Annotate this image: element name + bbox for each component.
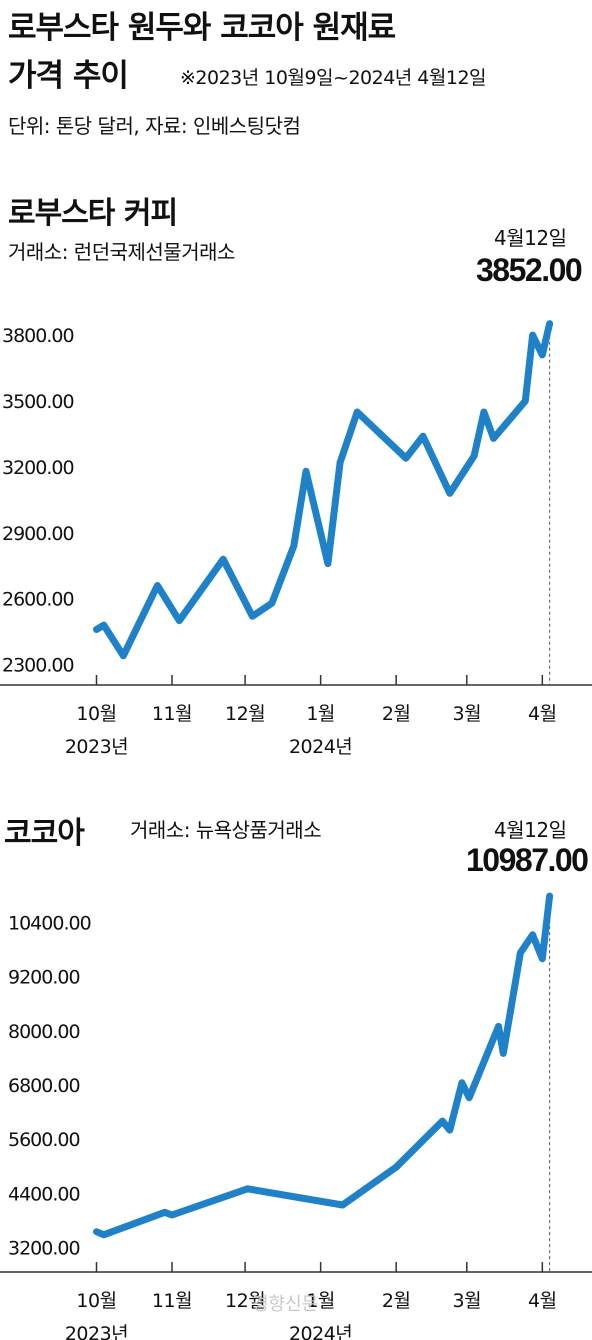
robusta-price-chart: 3800.00 3500.00 3200.00 2900.00 2600.00 2300.… — [0, 320, 592, 758]
x-year-label: 2024년 — [289, 1323, 352, 1340]
x-tick-label: 11월 — [152, 703, 192, 725]
x-tick-label: 4월 — [528, 1290, 557, 1312]
latest-date-label-cocoa: 4월12일 — [494, 818, 567, 842]
y-tick-label: 3500.00 — [2, 391, 74, 413]
y-tick-label: 3800.00 — [2, 325, 74, 347]
y-tick-label: 2300.00 — [2, 655, 74, 677]
y-tick-label: 2900.00 — [2, 523, 74, 545]
page-title-line2: 가격 추이 — [8, 58, 129, 94]
x-tick-label: 3월 — [453, 703, 482, 725]
x-tick-label: 11월 — [152, 1290, 192, 1312]
y-tick-label: 8000.00 — [8, 1021, 80, 1043]
x-tick-label: 4월 — [528, 703, 557, 725]
x-tick-label: 1월 — [306, 703, 335, 725]
price-series-line — [93, 892, 554, 1239]
x-tick-label: 2월 — [382, 1290, 411, 1312]
chart-source-cocoa: 거래소: 뉴욕상품거래소 — [130, 818, 322, 842]
y-tick-label: 9200.00 — [8, 967, 80, 989]
y-tick-label: 6800.00 — [8, 1075, 80, 1097]
x-tick-label: 12월 — [225, 703, 265, 725]
cocoa-price-chart: 10400.00 9200.00 8000.00 6800.00 5600.00 4400… — [0, 892, 592, 1340]
chart-title-cocoa: 코코아 — [4, 816, 85, 851]
x-tick-label: 2월 — [382, 703, 411, 725]
latest-value-label-robusta: 3852.00 — [476, 252, 583, 288]
chart-source-robusta: 거래소: 런던국제선물거래소 — [8, 240, 235, 264]
y-tick-label: 3200.00 — [2, 457, 74, 479]
period-note: ※2023년 10월9일~2024년 4월12일 — [180, 67, 487, 89]
x-tick-label: 10월 — [76, 703, 116, 725]
x-tick-label: 10월 — [76, 1290, 116, 1312]
x-year-label: 2023년 — [65, 736, 128, 758]
latest-date-label-robusta: 4월12일 — [494, 226, 567, 250]
y-tick-label: 2600.00 — [2, 589, 74, 611]
x-year-label: 2024년 — [289, 736, 352, 758]
y-tick-label: 10400.00 — [8, 913, 91, 935]
price-series-line — [93, 320, 554, 660]
watermark-text: 경향신문 — [252, 1294, 319, 1315]
y-tick-label: 4400.00 — [8, 1183, 80, 1205]
x-tick-label: 12월 — [225, 1290, 265, 1312]
y-tick-label: 5600.00 — [8, 1129, 80, 1151]
page-title-line1: 로부스타 원두와 코코아 원재료 — [8, 10, 396, 46]
latest-value-label-cocoa: 10987.00 — [466, 842, 589, 878]
x-tick-label: 1월 — [306, 1290, 335, 1312]
x-tick-label: 3월 — [453, 1290, 482, 1312]
chart-title-robusta: 로부스타 커피 — [8, 196, 178, 231]
y-tick-label: 3200.00 — [8, 1237, 80, 1259]
x-year-label: 2023년 — [65, 1323, 128, 1340]
unit-source-note: 단위: 톤당 달러, 자료: 인베스팅닷컴 — [8, 114, 301, 138]
